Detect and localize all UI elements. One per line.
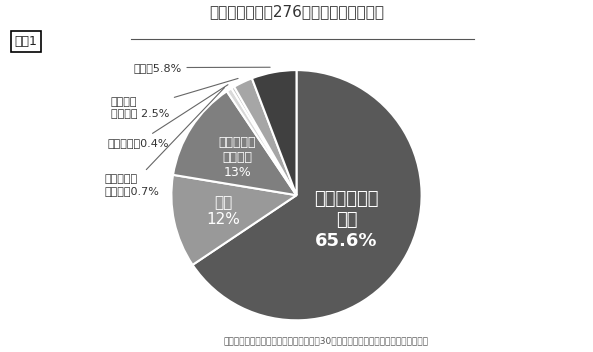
Wedge shape: [234, 78, 296, 195]
Text: ドアに体を
挟まれた0.7%: ドアに体を 挟まれた0.7%: [104, 88, 225, 196]
Wedge shape: [252, 70, 296, 195]
Text: 資料1: 資料1: [15, 35, 38, 48]
Wedge shape: [193, 70, 422, 320]
Wedge shape: [171, 175, 296, 265]
Text: その他5.8%: その他5.8%: [133, 63, 270, 73]
Text: 不明
12%: 不明 12%: [206, 195, 240, 227]
Text: 送迎中の
交通事故 2.5%: 送迎中の 交通事故 2.5%: [110, 78, 238, 118]
Text: 消費者庁への報告：重大事例として概ね30日以内の入院を伴うものとして取り扱い: 消費者庁への報告：重大事例として概ね30日以内の入院を伴うものとして取り扱い: [224, 336, 429, 345]
Text: 誤嚥・誤飲
むせこみ
13%: 誤嚥・誤飲 むせこみ 13%: [219, 136, 256, 179]
Text: 転倒・転落・
滑落
65.6%: 転倒・転落・ 滑落 65.6%: [314, 190, 379, 250]
Wedge shape: [231, 87, 296, 195]
Wedge shape: [173, 91, 296, 195]
Title: 厚生労働省報告276事例　事故状況分類: 厚生労働省報告276事例 事故状況分類: [209, 4, 384, 19]
Wedge shape: [227, 88, 296, 195]
Text: 盗食・異食0.4%: 盗食・異食0.4%: [107, 85, 228, 147]
